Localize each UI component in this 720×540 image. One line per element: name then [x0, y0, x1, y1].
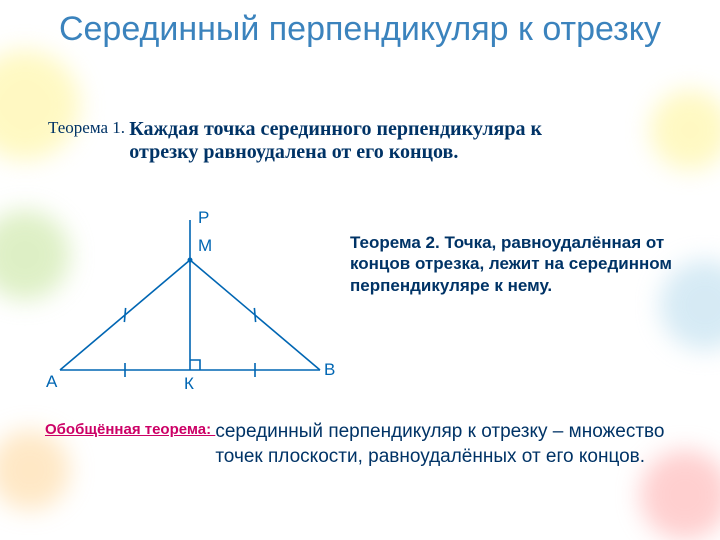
theorem-2-label: Теорема 2. [350, 233, 440, 252]
diagram-svg [40, 210, 340, 400]
generalized-body: серединный перпендикуляр к отрезку – мно… [215, 420, 665, 469]
right-angle-mark [190, 360, 200, 370]
theorem-1-body: Каждая точка серединного перпендикуляра … [129, 118, 599, 164]
label-b: В [324, 360, 335, 380]
point-m-dot [188, 258, 193, 263]
label-m: M [198, 236, 212, 256]
label-p: P [198, 208, 209, 228]
label-a: А [46, 372, 57, 392]
page-title: Серединный перпендикуляр к отрезку [0, 12, 720, 48]
generalized-label: Обобщённая теорема: [45, 421, 215, 438]
title-text: Серединный перпендикуляр к отрезку [59, 10, 661, 48]
theorem-1-label: Теорема 1. [48, 118, 129, 137]
theorem-1: Теорема 1. Каждая точка серединного перп… [48, 118, 668, 164]
generalized-theorem: Обобщённая теорема: серединный перпендик… [45, 420, 685, 469]
triangle-diagram: P M А К В [40, 210, 340, 400]
label-k: К [184, 374, 194, 394]
theorem-2: Теорема 2. Точка, равноудалённая от конц… [350, 232, 680, 296]
